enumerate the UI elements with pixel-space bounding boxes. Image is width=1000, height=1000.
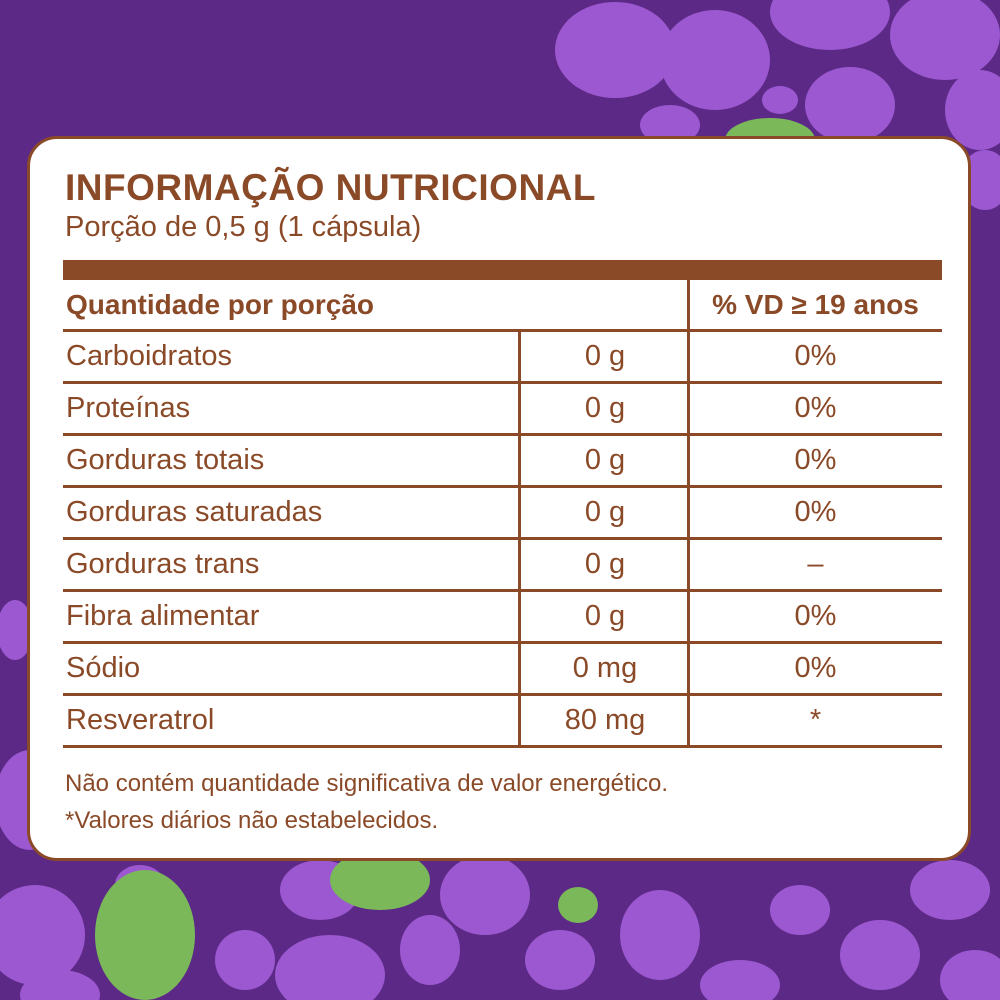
nutrient-amount: 0 g (584, 600, 626, 632)
column-divider (687, 696, 690, 748)
nutrient-name: Gorduras trans (66, 548, 260, 580)
nutrient-name: Gorduras totais (66, 444, 265, 476)
nutrient-daily-value: * (809, 704, 822, 736)
nutrient-name: Fibra alimentar (66, 600, 260, 632)
energy-note: Não contém quantidade significativa de v… (65, 770, 669, 797)
column-divider (687, 332, 690, 384)
table-row: Fibra alimentar 0 g 0% (63, 592, 942, 644)
column-divider (518, 696, 521, 748)
nutrient-name: Resveratrol (66, 704, 215, 736)
column-divider (518, 488, 521, 540)
nutrient-amount: 0 g (584, 548, 626, 580)
column-divider (687, 280, 690, 332)
nutrient-amount: 0 g (584, 444, 626, 476)
table-row: Resveratrol 80 mg * (63, 696, 942, 748)
nutrient-daily-value: 0% (794, 444, 837, 476)
nutrient-amount: 0 g (584, 392, 626, 424)
table-row: Carboidratos 0 g 0% (63, 332, 942, 384)
title-divider-bar (63, 260, 942, 280)
header-daily-value: % VD ≥ 19 anos (712, 289, 919, 320)
nutrient-name: Carboidratos (66, 340, 233, 372)
nutrition-facts-panel: INFORMAÇÃO NUTRICIONAL Porção de 0,5 g (… (27, 136, 971, 861)
nutrition-table: Quantidade por porção % VD ≥ 19 anos Car… (63, 280, 942, 748)
nutrient-daily-value: 0% (794, 496, 837, 528)
table-row: Gorduras trans 0 g – (63, 540, 942, 592)
nutrient-amount: 0 g (584, 496, 626, 528)
column-divider (518, 384, 521, 436)
column-divider (687, 436, 690, 488)
column-divider (518, 540, 521, 592)
column-divider (687, 592, 690, 644)
nutrient-amount: 0 mg (572, 652, 638, 684)
nutrient-daily-value: 0% (794, 340, 837, 372)
nutrient-name: Sódio (66, 652, 141, 684)
daily-value-footnote: *Valores diários não estabelecidos. (65, 807, 439, 834)
nutrient-daily-value: 0% (794, 392, 837, 424)
column-divider (687, 644, 690, 696)
table-row: Sódio 0 mg 0% (63, 644, 942, 696)
column-divider (687, 540, 690, 592)
nutrient-daily-value: – (807, 548, 824, 580)
nutrient-daily-value: 0% (794, 652, 837, 684)
column-divider (518, 436, 521, 488)
portion-size: Porção de 0,5 g (1 cápsula) (65, 211, 422, 243)
nutrient-name: Gorduras saturadas (66, 496, 323, 528)
nutrient-amount: 80 mg (564, 704, 646, 736)
nutrition-title: INFORMAÇÃO NUTRICIONAL (65, 167, 597, 208)
column-divider (687, 384, 690, 436)
nutrient-amount: 0 g (584, 340, 626, 372)
table-row: Proteínas 0 g 0% (63, 384, 942, 436)
header-quantity: Quantidade por porção (66, 289, 375, 320)
table-row: Gorduras saturadas 0 g 0% (63, 488, 942, 540)
column-divider (518, 592, 521, 644)
nutrient-name: Proteínas (66, 392, 191, 424)
nutrient-daily-value: 0% (794, 600, 837, 632)
column-divider (687, 488, 690, 540)
column-divider (518, 332, 521, 384)
table-row: Gorduras totais 0 g 0% (63, 436, 942, 488)
column-divider (518, 644, 521, 696)
table-header-row: Quantidade por porção % VD ≥ 19 anos (63, 280, 942, 332)
